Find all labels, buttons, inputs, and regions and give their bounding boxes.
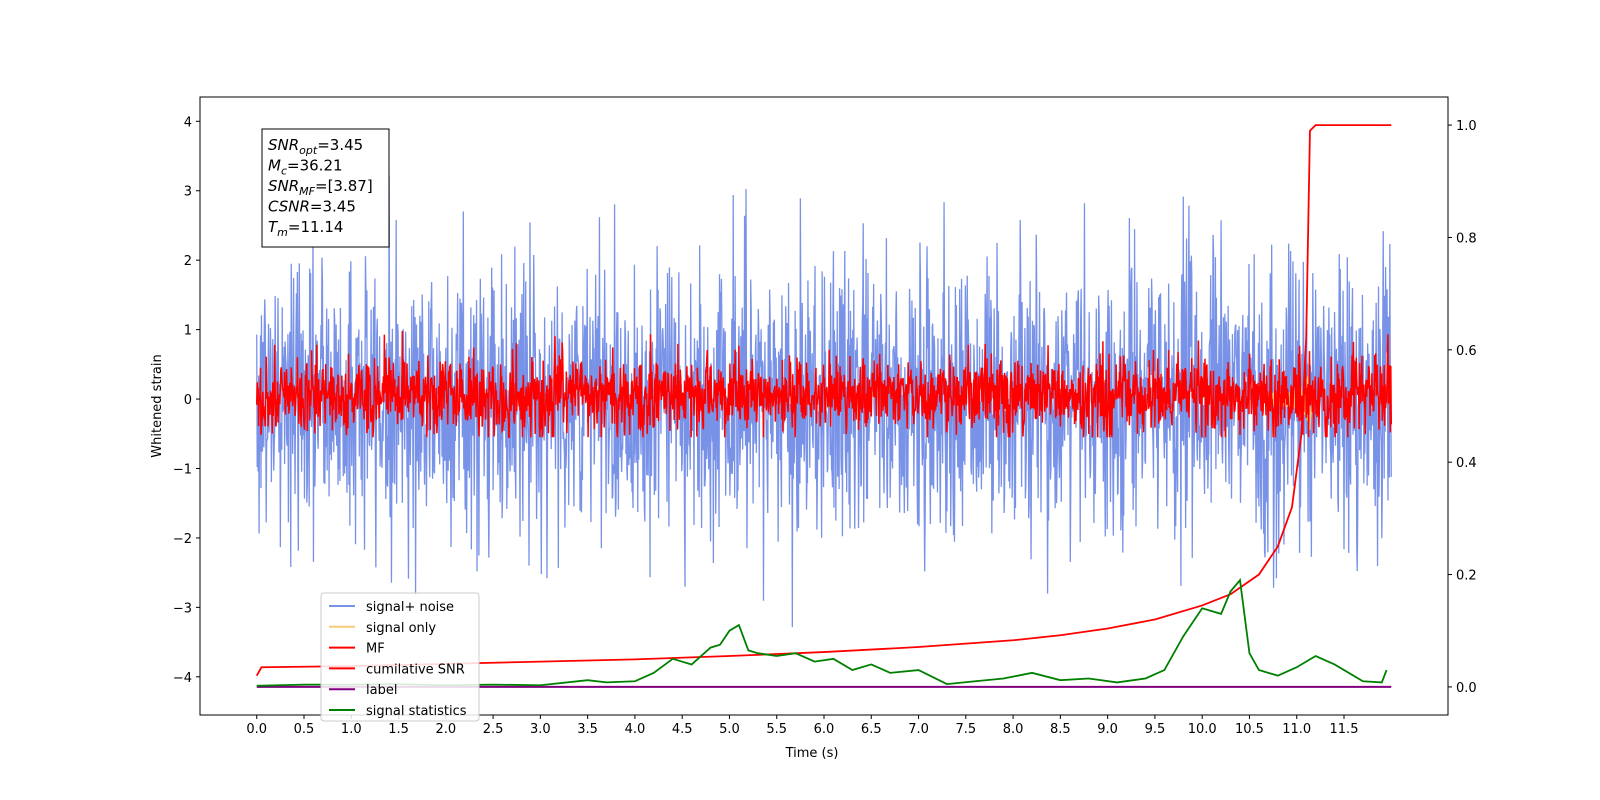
y-tick-label: −4 bbox=[173, 671, 192, 686]
x-tick-label: 10.0 bbox=[1188, 722, 1217, 737]
x-tick-label: 0.5 bbox=[294, 722, 315, 737]
info-line: Tm=11.14 bbox=[268, 218, 343, 239]
x-tick-label: 4.5 bbox=[672, 722, 693, 737]
info-line: CSNR=3.45 bbox=[268, 198, 356, 216]
series-signal-statistics bbox=[256, 578, 1388, 687]
info-line: SNRMF=[3.87] bbox=[268, 177, 373, 198]
y2-tick-label: 0.2 bbox=[1456, 569, 1477, 584]
y2-tick-label: 0.4 bbox=[1456, 456, 1477, 471]
x-tick-label: 10.5 bbox=[1235, 722, 1264, 737]
x-axis-label: Time (s) bbox=[785, 746, 839, 761]
x-tick-label: 8.0 bbox=[1003, 722, 1024, 737]
x-tick-label: 11.0 bbox=[1282, 722, 1311, 737]
x-tick-label: 1.0 bbox=[341, 722, 362, 737]
y-axis-label: Whitened strain bbox=[150, 354, 165, 457]
x-tick-label: 11.5 bbox=[1330, 722, 1359, 737]
x-tick-label: 1.5 bbox=[388, 722, 409, 737]
info-box: SNRopt=3.45Mc=36.21SNRMF=[3.87]CSNR=3.45… bbox=[261, 128, 390, 248]
y2-tick-label: 0.6 bbox=[1456, 344, 1477, 359]
y-tick-label: 1 bbox=[184, 324, 192, 339]
legend-label: MF bbox=[366, 642, 385, 657]
x-tick-label: 8.5 bbox=[1050, 722, 1071, 737]
legend-label: cumilative SNR bbox=[366, 662, 465, 677]
x-tick-label: 6.5 bbox=[861, 722, 882, 737]
x-tick-label: 5.0 bbox=[719, 722, 740, 737]
x-tick-label: 4.0 bbox=[625, 722, 646, 737]
x-tick-label: 9.5 bbox=[1145, 722, 1166, 737]
legend-frame bbox=[320, 592, 480, 722]
y-tick-label: −1 bbox=[173, 462, 192, 477]
legend: signal+ noise signal only MF cumilative SNR… bbox=[320, 592, 480, 722]
y-tick-label: −3 bbox=[173, 601, 192, 616]
x-tick-label: 9.0 bbox=[1097, 722, 1118, 737]
legend-label: signal only bbox=[366, 621, 436, 636]
series-cumilative-snr bbox=[255, 124, 1392, 677]
info-line: SNRopt=3.45 bbox=[268, 136, 363, 157]
info-line: Mc=36.21 bbox=[268, 157, 343, 178]
x-tick-label: 2.0 bbox=[435, 722, 456, 737]
x-tick-label: 7.0 bbox=[908, 722, 929, 737]
y-tick-label: 4 bbox=[184, 115, 192, 130]
x-tick-label: 7.5 bbox=[955, 722, 976, 737]
y2-tick-label: 0.0 bbox=[1456, 681, 1477, 696]
y-tick-label: −2 bbox=[173, 532, 192, 547]
legend-label: signal+ noise bbox=[366, 600, 454, 615]
x-tick-label: 6.0 bbox=[814, 722, 835, 737]
x-tick-label: 0.0 bbox=[246, 722, 267, 737]
series-mf bbox=[255, 331, 1393, 438]
legend-label: signal statistics bbox=[366, 704, 467, 719]
legend-label: label bbox=[366, 683, 397, 698]
y2-tick-label: 0.8 bbox=[1456, 231, 1477, 246]
x-tick-label: 5.5 bbox=[766, 722, 787, 737]
y-tick-label: 0 bbox=[184, 393, 192, 408]
y2-tick-label: 1.0 bbox=[1456, 119, 1477, 134]
axes-layer: 0.0 0.5 1.0 1.5 2.0 2.5 3.0 3.5 4.0 4.5 5.0 5.5 6.0 6… bbox=[173, 115, 1477, 737]
x-tick-label: 2.5 bbox=[483, 722, 504, 737]
y-tick-label: 2 bbox=[184, 254, 192, 269]
info-box-frame bbox=[261, 128, 390, 248]
y-tick-label: 3 bbox=[184, 185, 192, 200]
x-tick-label: 3.5 bbox=[577, 722, 598, 737]
x-tick-label: 3.0 bbox=[530, 722, 551, 737]
